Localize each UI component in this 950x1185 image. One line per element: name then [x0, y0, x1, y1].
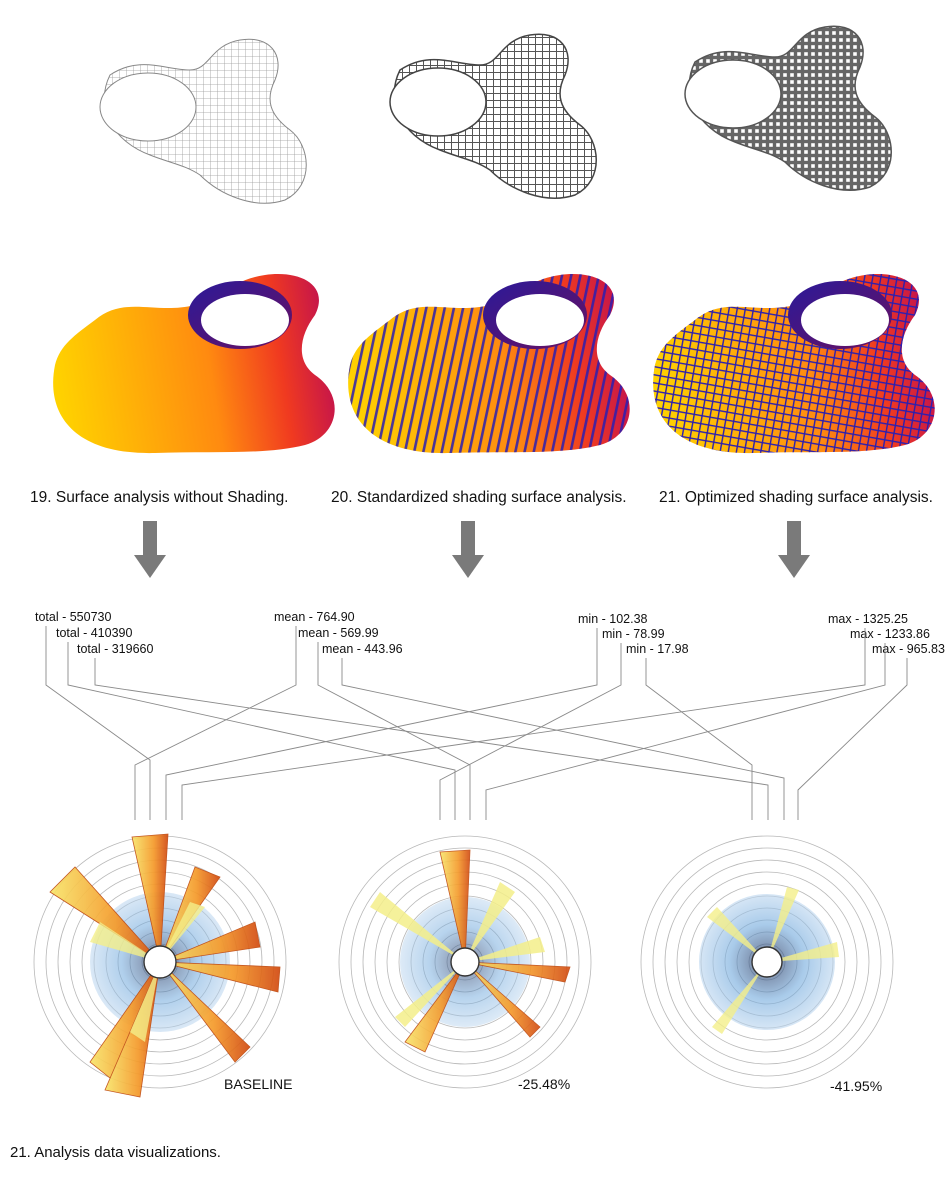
- label-baseline: BASELINE: [224, 1076, 293, 1092]
- stat-total-standard: total - 410390: [56, 626, 133, 640]
- wireframe-mesh-optimized: [684, 25, 892, 191]
- footer-caption: 21. Analysis data visualizations.: [10, 1144, 221, 1161]
- stat-min-standard: min - 78.99: [602, 627, 665, 641]
- stat-mean-optimized: mean - 443.96: [322, 642, 403, 656]
- radial-chart-optimized: [640, 835, 894, 1089]
- stat-min-optimized: min - 17.98: [626, 642, 689, 656]
- wireframe-mesh-thin: [99, 38, 307, 204]
- label-optimized-reduction: -41.95%: [830, 1078, 883, 1094]
- stat-min-baseline: min - 102.38: [578, 612, 648, 626]
- label-standardized-reduction: -25.48%: [518, 1076, 571, 1092]
- down-arrow-icon: [134, 521, 166, 578]
- down-arrow-icon: [778, 521, 810, 578]
- stat-mean-baseline: mean - 764.90: [274, 610, 355, 624]
- caption-standardized-shading: 20. Standardized shading surface analysi…: [331, 489, 627, 506]
- stat-max-optimized: max - 965.83: [872, 642, 945, 656]
- down-arrow-icon: [452, 521, 484, 578]
- caption-surface-without-shading: 19. Surface analysis without Shading.: [30, 489, 289, 506]
- stat-max-baseline: max - 1325.25: [828, 612, 908, 626]
- wireframe-mesh-standard: [389, 33, 597, 199]
- stat-mean-standard: mean - 569.99: [298, 626, 379, 640]
- heatmap-surface-no-shading: [53, 274, 335, 454]
- caption-optimized-shading: 21. Optimized shading surface analysis.: [659, 489, 933, 506]
- heatmap-surface-standard-shading: [348, 274, 630, 454]
- stat-max-standard: max - 1233.86: [850, 627, 930, 641]
- stat-total-optimized: total - 319660: [77, 642, 154, 656]
- stat-total-baseline: total - 550730: [35, 610, 112, 624]
- radial-chart-standardized: [338, 835, 592, 1089]
- heatmap-surface-optimized-shading: [653, 274, 935, 454]
- radial-chart-baseline: [33, 833, 287, 1098]
